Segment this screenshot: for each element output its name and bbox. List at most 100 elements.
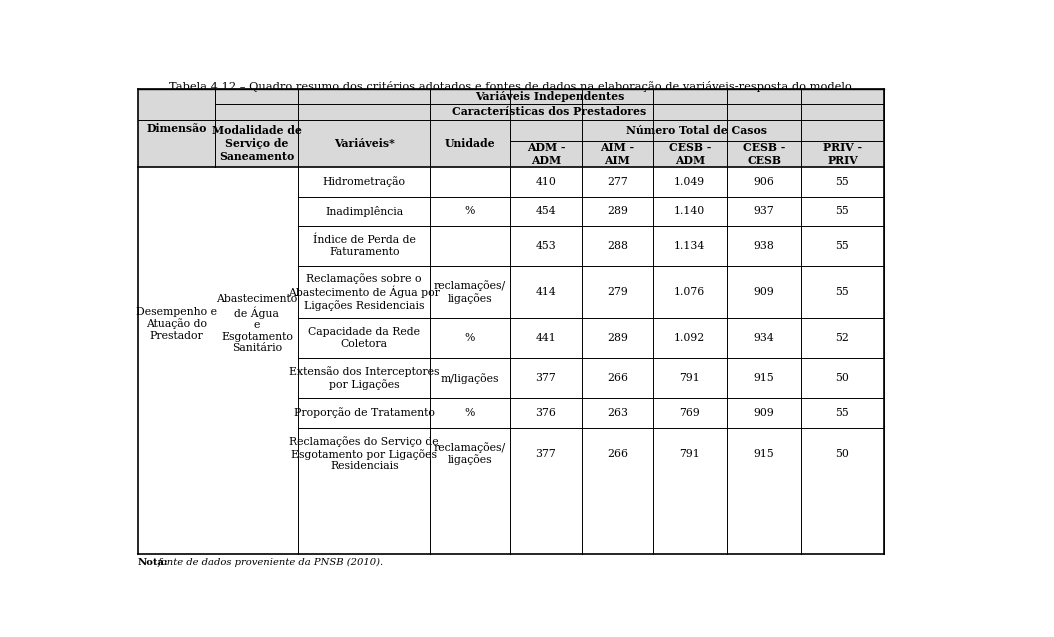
Bar	[430, 266, 510, 318]
Text: reclamações/
ligações: reclamações/ ligações	[434, 442, 506, 466]
Text: fonte de dados proveniente da PNSB (2010).: fonte de dados proveniente da PNSB (2010…	[157, 557, 384, 567]
Text: Inadimplência: Inadimplência	[326, 206, 404, 217]
Bar	[652, 427, 727, 480]
Text: 50: 50	[836, 448, 850, 459]
Text: 1.049: 1.049	[675, 177, 705, 187]
Bar	[582, 358, 652, 398]
Bar	[582, 398, 652, 427]
Bar	[801, 427, 883, 480]
Text: reclamações/
ligações: reclamações/ ligações	[434, 280, 506, 304]
Text: 938: 938	[754, 241, 775, 251]
Bar	[215, 120, 298, 168]
Bar	[298, 398, 430, 427]
Bar	[652, 318, 727, 358]
Bar	[138, 89, 215, 168]
Text: Abastecimento
de Água
e
Esgotamento
Sanitário: Abastecimento de Água e Esgotamento Sani…	[216, 294, 297, 354]
Bar	[510, 197, 582, 226]
Bar	[801, 141, 883, 168]
Bar	[510, 141, 582, 168]
Text: 915: 915	[754, 448, 775, 459]
Bar	[430, 197, 510, 226]
Bar	[582, 226, 652, 266]
Text: 377: 377	[535, 448, 557, 459]
Bar	[298, 120, 430, 168]
Text: 279: 279	[607, 287, 628, 297]
Bar	[215, 89, 883, 104]
Text: 1.092: 1.092	[675, 333, 705, 343]
Text: 909: 909	[754, 287, 775, 297]
Text: 453: 453	[535, 241, 557, 251]
Bar	[727, 358, 801, 398]
Text: 266: 266	[607, 373, 628, 383]
Bar	[298, 168, 430, 197]
Text: Capacidade da Rede
Coletora: Capacidade da Rede Coletora	[308, 327, 421, 349]
Bar	[298, 266, 430, 318]
Text: Desempenho e
Atuação do
Prestador: Desempenho e Atuação do Prestador	[136, 306, 217, 341]
Text: 377: 377	[535, 373, 557, 383]
Bar	[582, 168, 652, 197]
Bar	[298, 197, 430, 226]
Bar	[582, 318, 652, 358]
Bar	[801, 358, 883, 398]
Text: 1.140: 1.140	[675, 206, 705, 216]
Text: Características dos Prestadores: Características dos Prestadores	[452, 106, 646, 117]
Text: Índice de Perda de
Faturamento: Índice de Perda de Faturamento	[313, 235, 415, 257]
Bar	[801, 398, 883, 427]
Text: m/ligações: m/ligações	[441, 373, 500, 383]
Text: Extensão dos Interceptores
por Ligações: Extensão dos Interceptores por Ligações	[289, 366, 440, 390]
Bar	[430, 318, 510, 358]
Text: Proporção de Tratamento: Proporção de Tratamento	[294, 408, 434, 419]
Text: 915: 915	[754, 373, 775, 383]
Text: Reclamações sobre o
Abastecimento de Água por
Ligações Residenciais: Reclamações sobre o Abastecimento de Águ…	[289, 273, 441, 311]
Text: CESB -
ADM: CESB - ADM	[668, 142, 711, 166]
Text: 55: 55	[836, 177, 850, 187]
Text: Hidrometração: Hidrometração	[323, 176, 406, 187]
Bar	[510, 168, 582, 197]
Text: 410: 410	[535, 177, 557, 187]
Text: Reclamações do Serviço de
Esgotamento por Ligações
Residenciais: Reclamações do Serviço de Esgotamento po…	[290, 436, 440, 471]
Text: 769: 769	[680, 408, 700, 418]
Bar	[582, 197, 652, 226]
Text: %: %	[465, 408, 475, 418]
Bar	[510, 427, 582, 480]
Bar	[801, 318, 883, 358]
Text: 55: 55	[836, 206, 850, 216]
Bar	[430, 358, 510, 398]
Text: 277: 277	[607, 177, 628, 187]
Text: Variáveis Independentes: Variáveis Independentes	[474, 91, 624, 102]
Text: 289: 289	[607, 333, 628, 343]
Bar	[430, 168, 510, 197]
Bar	[727, 398, 801, 427]
Bar	[727, 226, 801, 266]
Bar	[298, 427, 430, 480]
Bar	[298, 318, 430, 358]
Text: 906: 906	[754, 177, 775, 187]
Bar	[727, 168, 801, 197]
Text: 791: 791	[680, 448, 700, 459]
Bar	[298, 358, 430, 398]
Text: 1.076: 1.076	[675, 287, 705, 297]
Text: 55: 55	[836, 287, 850, 297]
Bar	[801, 266, 883, 318]
Text: 791: 791	[680, 373, 700, 383]
Bar	[138, 168, 215, 480]
Bar	[510, 120, 883, 141]
Bar	[430, 120, 510, 168]
Bar	[298, 226, 430, 266]
Bar	[801, 168, 883, 197]
Bar	[801, 226, 883, 266]
Bar	[652, 358, 727, 398]
Text: 55: 55	[836, 408, 850, 418]
Text: ADM -
ADM: ADM - ADM	[527, 142, 565, 166]
Text: AIM -
AIM: AIM - AIM	[600, 142, 635, 166]
Text: 934: 934	[754, 333, 775, 343]
Bar	[652, 141, 727, 168]
Text: 454: 454	[535, 206, 557, 216]
Text: 289: 289	[607, 206, 628, 216]
Bar	[510, 226, 582, 266]
Bar	[510, 398, 582, 427]
Text: PRIV -
PRIV: PRIV - PRIV	[823, 142, 862, 166]
Bar	[582, 266, 652, 318]
Bar	[727, 266, 801, 318]
Text: %: %	[465, 206, 475, 216]
